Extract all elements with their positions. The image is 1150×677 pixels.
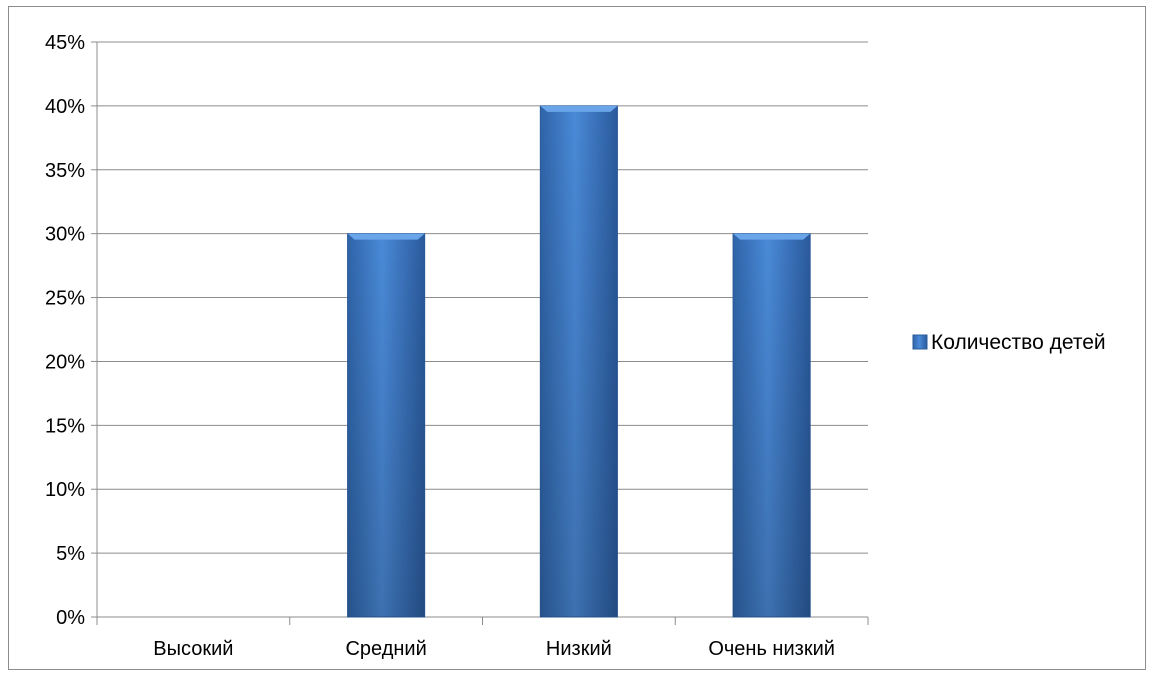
bar-top-bevel [540,105,618,112]
legend-swatch [912,334,928,350]
y-tick-label: 40% [45,96,85,118]
bar-top-bevel [733,233,811,240]
x-tick-label: Низкий [546,638,612,660]
x-tick-label: Средний [345,638,426,660]
legend-label: Количество детей [931,331,1106,354]
y-tick-label: 0% [56,607,85,629]
x-tick-label: Высокий [153,638,233,660]
y-tick-label: 10% [45,479,85,501]
y-tick-labels: 0% 5% 10% 15% 20% 25% 30% 35% 40% 45% [45,32,85,629]
bar-shading [347,233,425,617]
y-tick-label: 35% [45,160,85,182]
legend: Количество детей [912,331,1106,354]
y-tick-label: 5% [56,543,85,565]
y-tick-label: 15% [45,415,85,437]
bar-top-bevel [347,233,425,240]
bar-shading [540,105,618,617]
x-tick-label: Очень низкий [708,638,835,660]
y-tick-label: 25% [45,288,85,310]
y-tick-label: 45% [45,32,85,54]
bar-shading [733,233,811,617]
x-tick-labels: Высокий Средний Низкий Очень низкий [153,638,835,660]
y-tick-label: 30% [45,224,85,246]
y-tick-label: 20% [45,351,85,373]
bars [347,105,811,618]
